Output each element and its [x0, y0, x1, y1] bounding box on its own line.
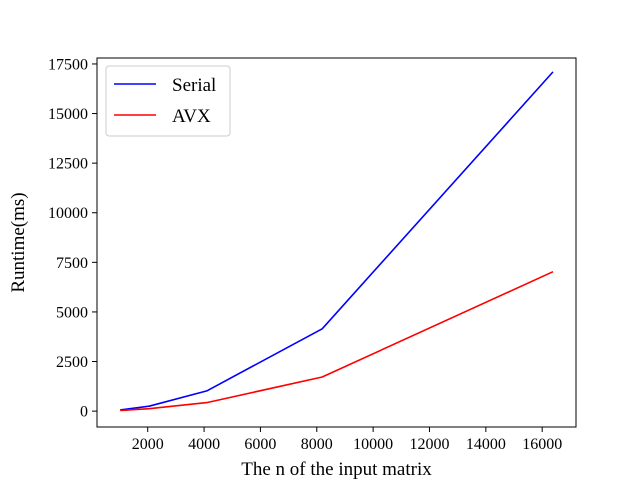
y-tick-label: 5000	[56, 304, 88, 321]
legend-label-avx: AVX	[172, 106, 211, 127]
y-tick-label: 15000	[48, 106, 88, 123]
y-tick-label: 12500	[48, 156, 88, 173]
y-tick-label: 0	[80, 404, 88, 421]
x-tick-label: 8000	[301, 436, 333, 453]
y-tick-label: 10000	[48, 205, 88, 222]
x-tick-label: 2000	[132, 436, 164, 453]
x-tick-label: 14000	[466, 436, 506, 453]
x-tick-label: 4000	[188, 436, 220, 453]
series-line-avx	[120, 270, 554, 412]
axis-ticks: 2000 4000 6000 8000 10000 12000 14000 16000 0 250…	[48, 56, 562, 453]
x-axis-title: The n of the input matrix	[241, 459, 432, 480]
series-lines	[120, 71, 554, 412]
y-axis-title: Runtime(ms)	[8, 192, 29, 292]
legend: Serial AVX	[105, 65, 231, 137]
legend-label-serial: Serial	[172, 75, 216, 96]
plot-frame	[96, 57, 577, 428]
y-tick-label: 2500	[56, 354, 88, 371]
plot-area	[96, 57, 577, 428]
y-tick-label: 17500	[48, 56, 88, 73]
y-tick-label: 7500	[56, 255, 88, 272]
x-tick-label: 6000	[244, 436, 276, 453]
series-line-serial	[120, 71, 554, 411]
x-tick-label: 16000	[522, 436, 562, 453]
x-tick-label: 10000	[353, 436, 393, 453]
x-tick-label: 12000	[409, 436, 449, 453]
